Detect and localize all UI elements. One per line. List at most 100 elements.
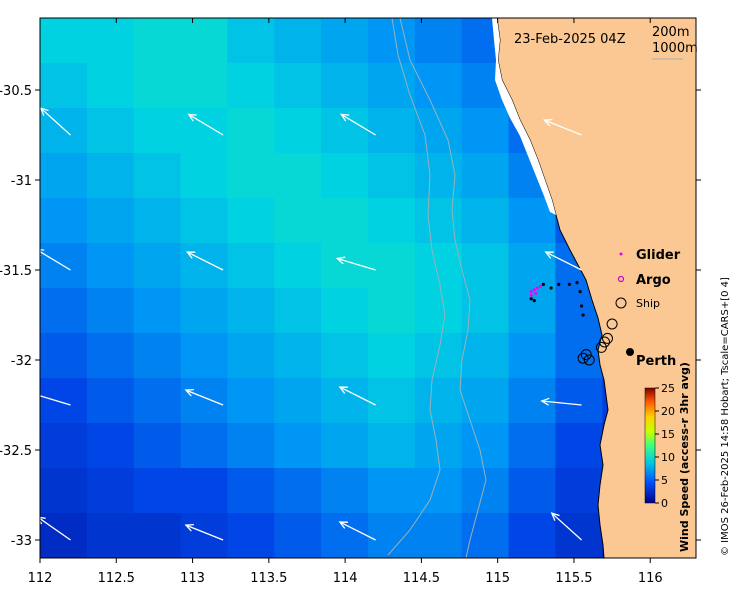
- wind-cell: [461, 378, 510, 424]
- wind-cell: [227, 153, 275, 199]
- lon-tick-label: 114.5: [403, 571, 440, 586]
- wind-arrow: [335, 256, 376, 271]
- longitude-axis: 112 112.5 113 113.5 114 114.5 115 115.5 116: [28, 18, 663, 586]
- wind-cell: [414, 63, 463, 109]
- wind-cell: [414, 333, 463, 379]
- wind-cell: [461, 333, 510, 379]
- observation-legend: Glider Argo Ship: [615, 248, 681, 310]
- wind-cell: [133, 18, 182, 64]
- glider-point: [535, 286, 539, 290]
- wind-cell: [274, 423, 322, 469]
- wind-cell: [555, 378, 603, 424]
- wind-cell: [180, 243, 229, 289]
- perth-label: Perth: [636, 354, 676, 369]
- wind-cell: [508, 468, 557, 514]
- plot-frame: [39, 17, 697, 559]
- wind-cell: [86, 288, 135, 334]
- wind-cell: [508, 378, 557, 424]
- wind-arrow: [338, 521, 376, 541]
- wind-cell: [321, 288, 369, 334]
- wind-cell: [274, 198, 322, 244]
- wind-cell: [40, 333, 88, 379]
- wind-cell: [321, 153, 369, 199]
- wind-cell: [133, 198, 182, 244]
- wind-cell: [180, 288, 229, 334]
- wind-cell: [274, 18, 322, 64]
- lat-tick-label: -31: [11, 174, 32, 189]
- observation-point: [549, 286, 553, 290]
- wind-cell: [227, 333, 275, 379]
- wind-cell: [461, 153, 510, 199]
- wind-arrow: [338, 386, 376, 406]
- wind-cell: [86, 63, 135, 109]
- wind-cell: [321, 423, 369, 469]
- wind-cell: [40, 18, 88, 64]
- wind-cell: [321, 468, 369, 514]
- wind-cell: [86, 18, 135, 64]
- wind-arrow: [543, 118, 582, 136]
- wind-cell: [40, 153, 88, 199]
- timestamp-label: 23-Feb-2025 04Z: [514, 32, 626, 47]
- lat-tick-label: -32.5: [0, 444, 32, 459]
- wind-cell: [133, 513, 182, 558]
- wind-cell: [555, 513, 603, 558]
- wind-cell: [180, 378, 229, 424]
- wind-cell: [414, 288, 463, 334]
- wind-cell: [368, 468, 416, 514]
- credit-text: © IMOS 26-Feb-2025 14:58 Hobart; Tscale=…: [720, 277, 731, 556]
- wind-cell: [227, 288, 275, 334]
- wind-cell: [40, 423, 88, 469]
- wind-cell: [414, 243, 463, 289]
- wind-cell: [133, 378, 182, 424]
- wind-cell: [133, 333, 182, 379]
- wind-cell: [86, 243, 135, 289]
- wind-cell: [133, 243, 182, 289]
- wind-cell: [274, 288, 322, 334]
- wind-cell: [368, 18, 416, 64]
- wind-cell: [40, 108, 88, 154]
- glider-legend-label: Glider: [636, 248, 681, 263]
- wind-arrow: [540, 397, 582, 406]
- contour-label-200m: 200m: [652, 25, 689, 40]
- wind-cell: [86, 198, 135, 244]
- observation-point: [567, 282, 572, 286]
- ship-legend-marker: [615, 297, 627, 309]
- colorbar-label: Wind Speed (access-r 3hr avg): [678, 362, 691, 552]
- wind-cell: [321, 198, 369, 244]
- wind-cell: [180, 18, 229, 64]
- wind-cell: [414, 513, 463, 558]
- lon-tick-label: 112.5: [98, 571, 135, 586]
- wind-cell: [40, 288, 88, 334]
- lat-tick-label: -30.5: [0, 84, 32, 99]
- wind-arrow: [40, 249, 71, 271]
- wind-cell: [368, 378, 416, 424]
- wind-cell: [227, 378, 275, 424]
- wind-cell: [321, 108, 369, 154]
- lon-tick-label: 116: [638, 571, 663, 586]
- wind-cell: [133, 153, 182, 199]
- wind-cell: [414, 18, 463, 64]
- lon-tick-label: 115.5: [555, 571, 592, 586]
- wind-cell: [321, 63, 369, 109]
- colorbar-tick-label: 0: [661, 497, 668, 510]
- wind-arrow: [221, 18, 224, 19]
- wind-cell: [227, 108, 275, 154]
- lon-tick-label: 112: [28, 571, 53, 586]
- ship-point: [599, 336, 610, 348]
- glider-point: [538, 284, 542, 288]
- wind-arrow: [340, 113, 376, 136]
- wind-cell: [368, 63, 416, 109]
- ship-point: [606, 318, 618, 330]
- wind-cell: [180, 333, 229, 379]
- colorbar-ticks: 25 20 15 10 5 0: [655, 382, 675, 510]
- wind-cell: [86, 423, 135, 469]
- colorbar-tick-label: 5: [661, 474, 668, 487]
- city-dot-icon: [626, 348, 634, 356]
- wind-cell: [508, 243, 557, 289]
- wind-cell: [133, 63, 182, 109]
- wind-cell: [86, 333, 135, 379]
- ship-point: [595, 341, 607, 353]
- wind-cell: [40, 378, 88, 424]
- wind-arrow: [40, 391, 71, 406]
- glider-point: [529, 293, 533, 297]
